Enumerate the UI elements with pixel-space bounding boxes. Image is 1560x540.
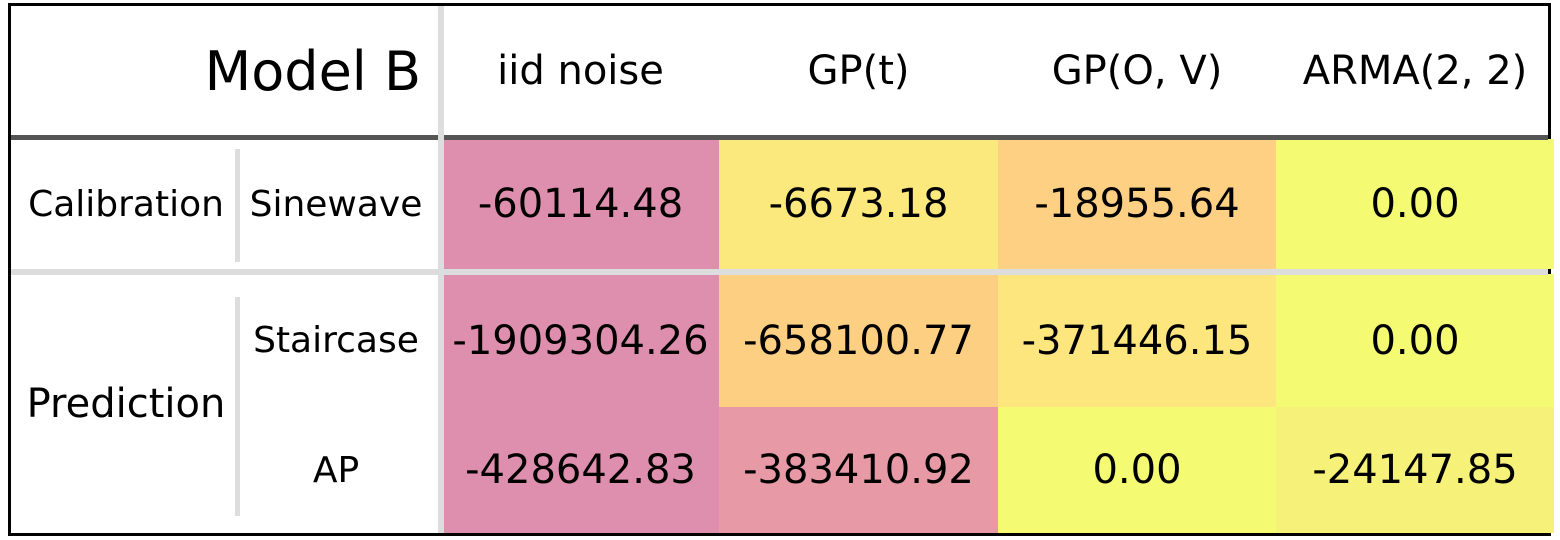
header-rule: [11, 135, 1548, 140]
row-group-calibration: Calibration: [28, 183, 224, 225]
group-divider-calibration: [235, 149, 240, 262]
table-cell: -658100.77: [719, 274, 998, 407]
label-column-divider: [438, 6, 444, 533]
table-cell: -60114.48: [442, 139, 719, 269]
table-cell: -24147.85: [1276, 407, 1554, 533]
table-title: Model B: [204, 39, 421, 103]
table-cell: -371446.15: [998, 274, 1276, 407]
column-header-iid-noise: iid noise: [497, 48, 664, 94]
group-separator: [11, 269, 1548, 275]
table-cell: 0.00: [1276, 274, 1554, 407]
table-cell: -383410.92: [719, 407, 998, 533]
column-header-gp-o-v: GP(O, V): [1051, 48, 1223, 94]
table-cell: -428642.83: [442, 407, 719, 533]
table-cell: 0.00: [998, 407, 1276, 533]
row-group-prediction: Prediction: [26, 380, 226, 427]
results-table: Model B iid noise GP(t) GP(O, V) ARMA(2,…: [8, 3, 1554, 536]
row-label-ap: AP: [312, 449, 360, 491]
table-cell: -18955.64: [998, 139, 1276, 269]
table-cell: 0.00: [1276, 139, 1554, 269]
column-header-gp-t: GP(t): [807, 48, 910, 94]
table-cell: -6673.18: [719, 139, 998, 269]
column-header-arma: ARMA(2, 2): [1302, 48, 1528, 94]
row-label-sinewave: Sinewave: [249, 183, 423, 225]
group-divider-prediction: [235, 297, 240, 516]
row-label-staircase: Staircase: [253, 320, 419, 361]
table-cell: -1909304.26: [442, 274, 719, 407]
